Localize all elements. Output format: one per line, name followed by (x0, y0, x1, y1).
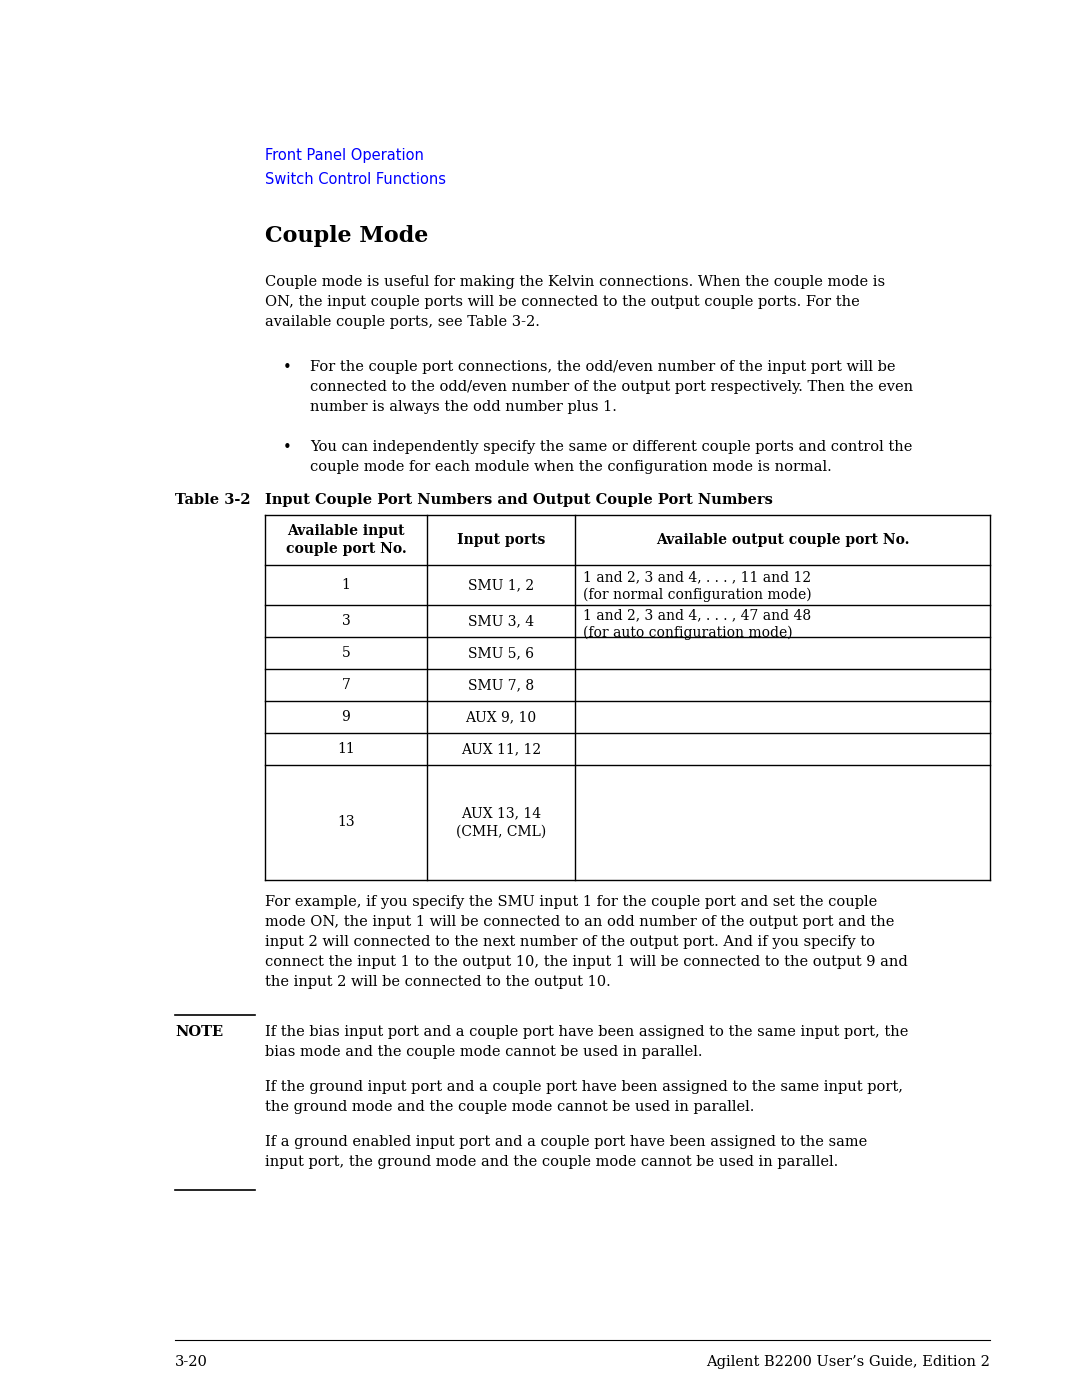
Text: SMU 1, 2: SMU 1, 2 (468, 578, 535, 592)
Text: 1 and 2, 3 and 4, . . . , 47 and 48: 1 and 2, 3 and 4, . . . , 47 and 48 (583, 608, 811, 622)
Text: Available output couple port No.: Available output couple port No. (656, 534, 909, 548)
Text: (for auto configuration mode): (for auto configuration mode) (583, 626, 793, 640)
Text: SMU 7, 8: SMU 7, 8 (468, 678, 535, 692)
Text: 5: 5 (341, 645, 350, 659)
Text: If a ground enabled input port and a couple port have been assigned to the same
: If a ground enabled input port and a cou… (265, 1134, 867, 1169)
Text: Front Panel Operation: Front Panel Operation (265, 148, 423, 163)
Text: AUX 11, 12: AUX 11, 12 (461, 742, 541, 756)
Text: You can independently specify the same or different couple ports and control the: You can independently specify the same o… (310, 440, 913, 474)
Text: 1: 1 (341, 578, 350, 592)
Text: If the ground input port and a couple port have been assigned to the same input : If the ground input port and a couple po… (265, 1080, 903, 1113)
Text: AUX 13, 14
(CMH, CML): AUX 13, 14 (CMH, CML) (456, 806, 546, 838)
Text: (for normal configuration mode): (for normal configuration mode) (583, 588, 812, 602)
Text: •: • (283, 440, 292, 455)
Text: SMU 5, 6: SMU 5, 6 (468, 645, 534, 659)
Text: 7: 7 (341, 678, 350, 692)
Text: Switch Control Functions: Switch Control Functions (265, 172, 446, 187)
Text: 13: 13 (337, 816, 355, 830)
Text: Agilent B2200 User’s Guide, Edition 2: Agilent B2200 User’s Guide, Edition 2 (706, 1355, 990, 1369)
Text: SMU 3, 4: SMU 3, 4 (468, 615, 535, 629)
Text: Input Couple Port Numbers and Output Couple Port Numbers: Input Couple Port Numbers and Output Cou… (265, 493, 773, 507)
Text: NOTE: NOTE (175, 1025, 224, 1039)
Text: 11: 11 (337, 742, 355, 756)
Text: Available input
couple port No.: Available input couple port No. (285, 524, 406, 556)
Text: If the bias input port and a couple port have been assigned to the same input po: If the bias input port and a couple port… (265, 1025, 908, 1059)
Text: Table 3-2: Table 3-2 (175, 493, 251, 507)
Text: •: • (283, 360, 292, 374)
Text: 9: 9 (341, 710, 350, 724)
Text: 3: 3 (341, 615, 350, 629)
Text: Couple Mode: Couple Mode (265, 225, 429, 247)
Text: 1 and 2, 3 and 4, . . . , 11 and 12: 1 and 2, 3 and 4, . . . , 11 and 12 (583, 570, 811, 584)
Text: Couple mode is useful for making the Kelvin connections. When the couple mode is: Couple mode is useful for making the Kel… (265, 275, 886, 330)
Text: Input ports: Input ports (457, 534, 545, 548)
Text: For the couple port connections, the odd/even number of the input port will be
c: For the couple port connections, the odd… (310, 360, 913, 414)
Text: For example, if you specify the SMU input 1 for the couple port and set the coup: For example, if you specify the SMU inpu… (265, 895, 908, 989)
Text: AUX 9, 10: AUX 9, 10 (465, 710, 537, 724)
Text: 3-20: 3-20 (175, 1355, 207, 1369)
